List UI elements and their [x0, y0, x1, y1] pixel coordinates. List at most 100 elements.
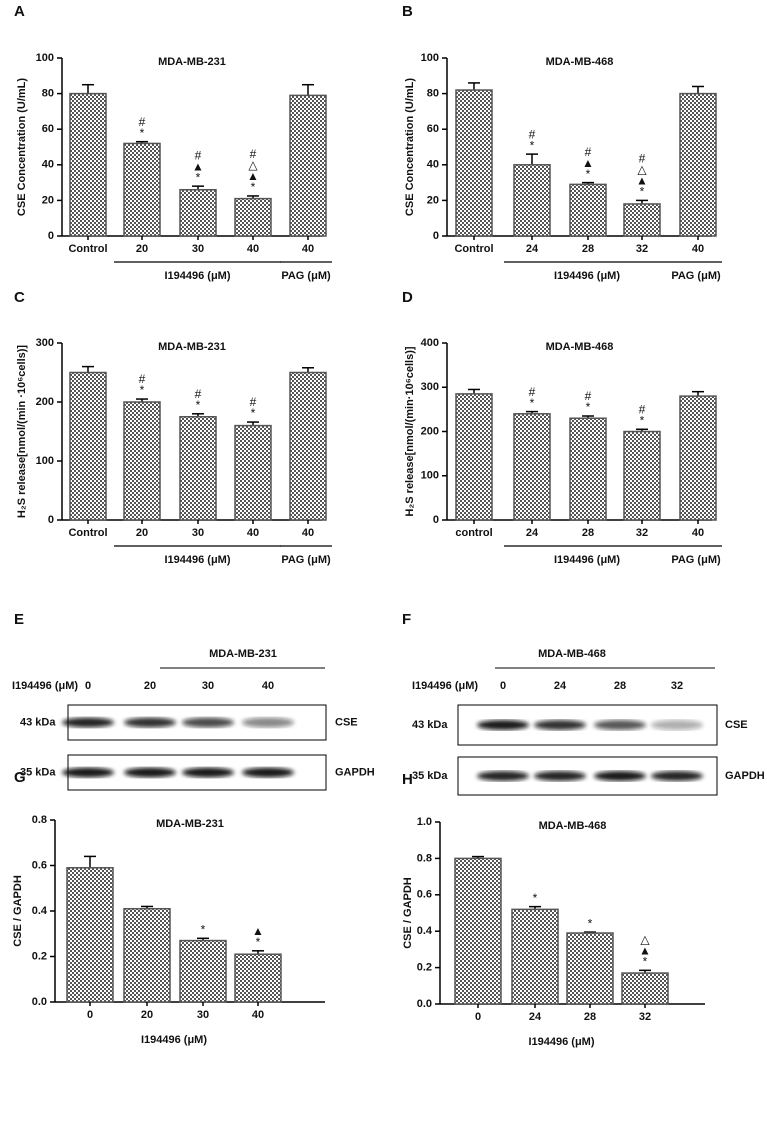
- bar: [566, 932, 614, 1005]
- annotation: *: [530, 396, 535, 410]
- blot-band: [182, 717, 234, 728]
- chart-title: MDA-MB-468: [539, 820, 607, 832]
- chart-title: MDA-MB-231: [156, 818, 224, 830]
- y-tick-label: 0.8: [417, 852, 432, 864]
- bar: [289, 371, 327, 521]
- group-label: PAG (μM): [671, 554, 721, 566]
- bar: [66, 867, 114, 1003]
- blot-band: [182, 767, 234, 778]
- x-tick-label: 28: [582, 527, 594, 539]
- annotation: *: [640, 185, 645, 199]
- bar: [569, 417, 607, 521]
- y-tick-label: 200: [36, 396, 54, 408]
- x-tick-label: 32: [636, 243, 648, 255]
- x-tick-label: 32: [636, 527, 648, 539]
- chart-title: MDA-MB-468: [546, 341, 614, 353]
- annotation: *: [586, 400, 591, 414]
- x-tick-label: Control: [454, 243, 493, 255]
- lane-label: 0: [85, 680, 91, 692]
- annotation: #: [139, 115, 146, 129]
- annotation: *: [256, 935, 261, 949]
- y-tick-label: 80: [427, 88, 439, 100]
- panel-letter: E: [14, 611, 24, 628]
- annotation: *: [530, 138, 535, 152]
- band-size: 43 kDa: [20, 716, 56, 728]
- annotation: *: [533, 891, 538, 905]
- blot-band: [62, 767, 114, 778]
- y-tick-label: 0.4: [32, 905, 48, 917]
- x-tick-label: 40: [692, 243, 704, 255]
- bar: [234, 953, 282, 1003]
- blot-band: [62, 717, 114, 728]
- y-axis-label: CSE / GAPDH: [12, 875, 24, 947]
- bar: [623, 203, 661, 237]
- annotation: *: [588, 916, 593, 930]
- y-axis-label: CSE Concentration (U/mL): [16, 78, 28, 216]
- y-tick-label: 40: [42, 159, 54, 171]
- blot-band: [242, 717, 294, 728]
- y-tick-label: 0.4: [417, 925, 433, 937]
- annotation: *: [640, 413, 645, 427]
- x-tick-label: 20: [141, 1009, 153, 1021]
- bar: [69, 371, 107, 521]
- x-tick-label: 40: [247, 243, 259, 255]
- panel-letter: F: [402, 611, 411, 628]
- x-tick-label: 40: [302, 527, 314, 539]
- x-tick-label: 40: [302, 243, 314, 255]
- band-size: 35 kDa: [20, 766, 56, 778]
- lane-label: 28: [614, 680, 626, 692]
- y-tick-label: 0.2: [32, 950, 47, 962]
- annotation: *: [201, 922, 206, 936]
- x-tick-label: 24: [529, 1011, 542, 1023]
- y-tick-label: 100: [421, 470, 439, 482]
- x-tick-label: 24: [526, 243, 539, 255]
- blot-title: MDA-MB-468: [538, 648, 606, 660]
- panel-letter: C: [14, 289, 25, 306]
- y-tick-label: 0.2: [417, 962, 432, 974]
- annotation: *: [196, 398, 201, 412]
- y-tick-label: 400: [421, 337, 439, 349]
- bar: [513, 413, 551, 521]
- lane-label: 0: [500, 680, 506, 692]
- x-tick-label: 28: [582, 243, 594, 255]
- x-tick-label: Control: [68, 527, 107, 539]
- annotation: *: [196, 170, 201, 184]
- y-axis-label: H₂S release[nmol/(min·10⁶cells)]: [404, 346, 416, 516]
- x-tick-label: 0: [87, 1009, 93, 1021]
- bar: [513, 164, 551, 237]
- y-tick-label: 20: [427, 194, 439, 206]
- x-tick-label: 40: [252, 1009, 264, 1021]
- annotation: ▲: [252, 924, 264, 938]
- annotation: #: [250, 395, 257, 409]
- band-name: GAPDH: [725, 770, 765, 782]
- annotation: *: [586, 167, 591, 181]
- band-name: CSE: [335, 716, 358, 728]
- band-name: CSE: [725, 719, 748, 731]
- group-label: I194496 (μM): [164, 270, 230, 282]
- panel-letter: A: [14, 3, 25, 20]
- bar: [455, 393, 493, 521]
- annotation: △: [637, 163, 647, 177]
- x-tick-label: Control: [68, 243, 107, 255]
- x-tick-label: 0: [475, 1011, 481, 1023]
- y-tick-label: 0.0: [32, 996, 47, 1008]
- blot-band: [242, 767, 294, 778]
- bar: [179, 939, 227, 1003]
- y-tick-label: 100: [36, 52, 54, 64]
- panel-letter: D: [402, 289, 413, 306]
- row-label: I194496 (μM): [12, 680, 78, 692]
- bar: [179, 188, 217, 237]
- annotation: #: [639, 152, 646, 166]
- annotation: #: [585, 389, 592, 403]
- y-tick-label: 0.8: [32, 814, 47, 826]
- x-tick-label: 30: [192, 527, 204, 539]
- bar: [623, 430, 661, 521]
- annotation: #: [529, 385, 536, 399]
- x-axis-label: I194496 (μM): [141, 1034, 207, 1046]
- bar: [511, 908, 559, 1005]
- y-tick-label: 0.6: [32, 859, 47, 871]
- annotation: *: [251, 180, 256, 194]
- annotation: #: [585, 145, 592, 159]
- y-axis-label: CSE / GAPDH: [402, 877, 414, 949]
